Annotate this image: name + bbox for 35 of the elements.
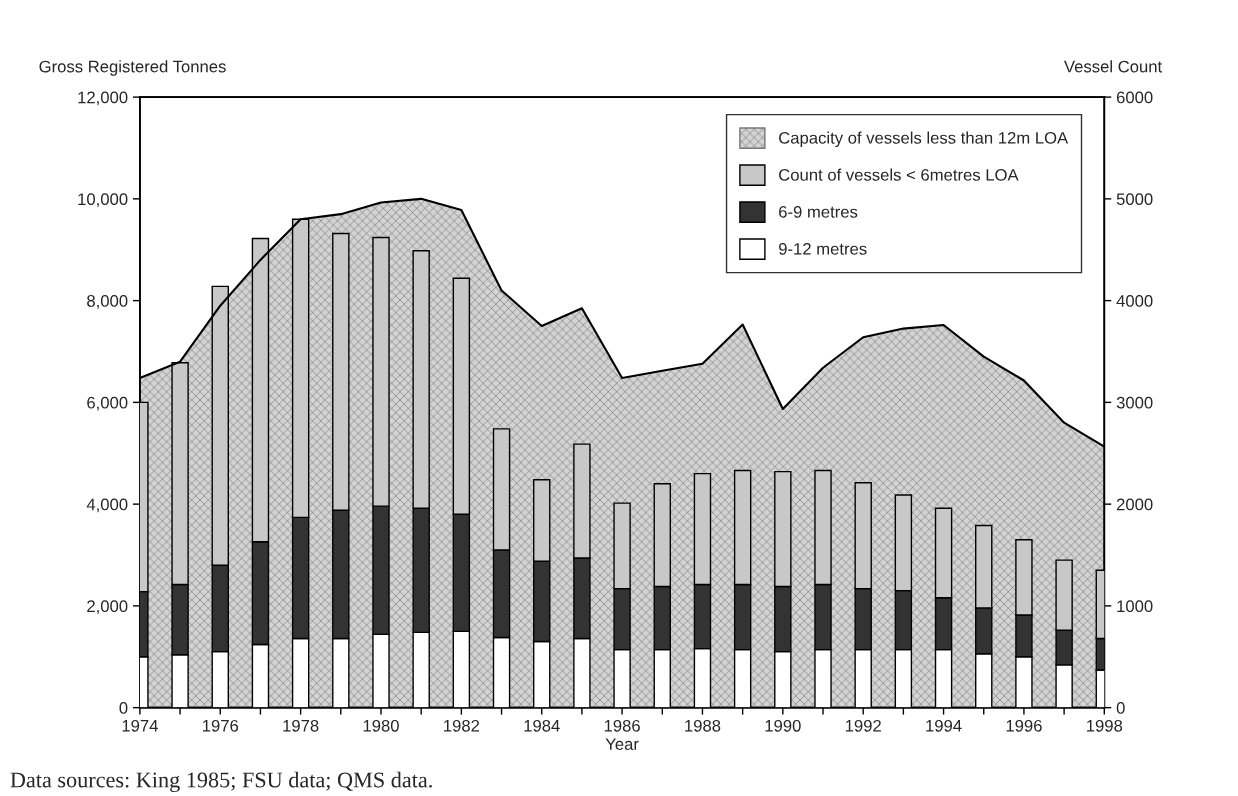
legend-label: Count of vessels < 6metres LOA xyxy=(779,168,1019,181)
y-tick-label: 0 xyxy=(119,702,128,714)
legend-label: 6-9 metres xyxy=(779,205,858,218)
legend-label: Capacity of vessels less than 12m LOA xyxy=(779,131,1069,148)
x-tick-label: 1980 xyxy=(363,719,399,732)
y2-tick-label: 5000 xyxy=(1116,193,1153,206)
x-tick-label: 1982 xyxy=(444,719,480,732)
x-tick-label: 1984 xyxy=(524,719,560,732)
x-tick-label: 1996 xyxy=(1006,719,1042,732)
y2-tick-label: 4000 xyxy=(1116,295,1153,307)
x-tick-label: 1988 xyxy=(685,719,721,732)
y-tick-label: 2,000 xyxy=(87,600,128,615)
x-axis-title: Year xyxy=(605,738,639,751)
x-tick-label: 1992 xyxy=(845,719,881,732)
legend-label: 9-12 metres xyxy=(779,242,867,255)
y2-tick-label: 2000 xyxy=(1116,498,1153,511)
x-tick-label: 1976 xyxy=(203,719,239,732)
y-tick-label: 8,000 xyxy=(87,295,128,309)
y2-tick-label: 1000 xyxy=(1117,600,1153,613)
y2-axis-title: Vessel Count xyxy=(1064,60,1163,73)
x-tick-label: 1994 xyxy=(926,719,962,732)
y-tick-label: 4,000 xyxy=(86,498,128,513)
y-axis-title: Gross Registered Tonnes xyxy=(39,60,226,76)
y2-tick-label: 3000 xyxy=(1116,396,1153,409)
x-tick-label: 1998 xyxy=(1087,719,1123,732)
x-tick-label: 1986 xyxy=(604,719,640,732)
y-tick-label: 12,000 xyxy=(78,91,128,106)
y2-tick-label: 6000 xyxy=(1116,91,1153,104)
x-tick-label: 1990 xyxy=(765,719,801,732)
x-tick-label: 1974 xyxy=(122,719,158,732)
y-tick-label: 10,000 xyxy=(78,193,128,208)
y-tick-label: 6,000 xyxy=(87,396,128,411)
text: Data sources: King 1985; FSU data; QMS data. xyxy=(10,771,432,793)
y2-tick-label: 0 xyxy=(1116,702,1125,714)
x-tick-label: 1978 xyxy=(283,719,319,732)
